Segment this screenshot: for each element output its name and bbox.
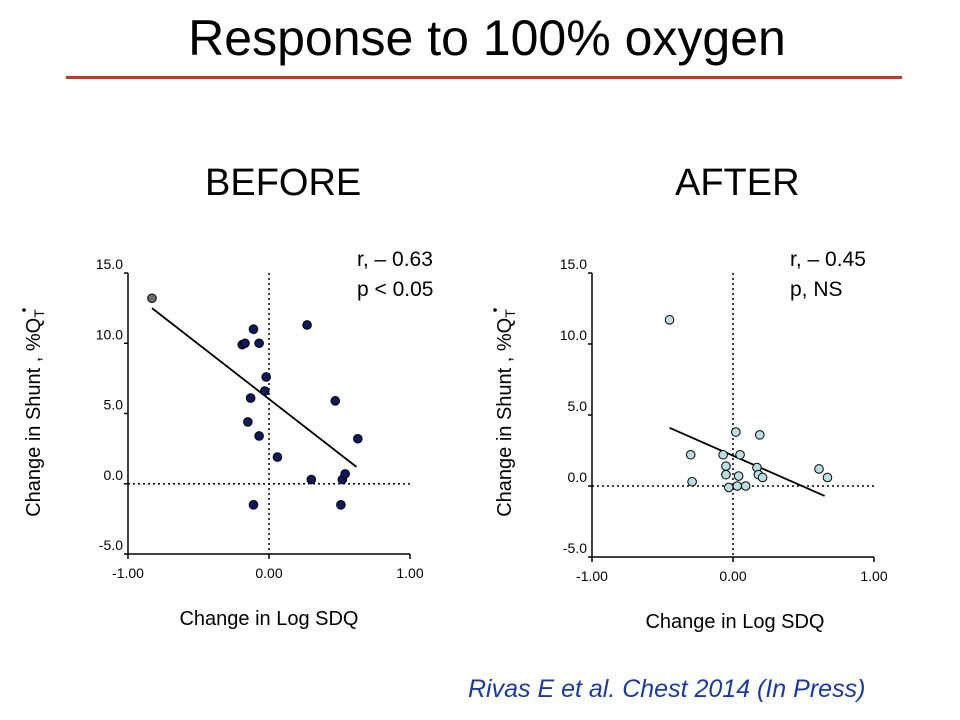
citation: Rivas E et al. Chest 2014 (In Press) (468, 675, 866, 703)
data-point (718, 449, 728, 460)
x-tick-label: -1.00 (112, 565, 144, 581)
data-point (740, 481, 751, 491)
data-point (243, 417, 253, 427)
data-point (272, 452, 283, 462)
data-point (259, 386, 270, 396)
x-axis-title: Change in Log SDQ (645, 611, 824, 633)
y-axis-title: Change in Shunt , %QT (494, 309, 518, 517)
y-tick-label: 15.0 (560, 256, 587, 272)
data-point (687, 476, 697, 487)
data-point (733, 471, 744, 481)
data-point (754, 430, 765, 440)
data-point (254, 431, 264, 441)
after-chart: 15.0 10.0 5.0 0.0 -5.0 -1.00 0.00 1.00 r, – 0.45… (493, 248, 888, 633)
data-point (721, 469, 731, 480)
y-tick-label: -5.0 (99, 537, 123, 553)
x-tick-label: 0.00 (255, 565, 282, 581)
before-chart: 15.0 10.0 5.0 0.0 -5.0 -1.00 0.00 1.00 r, – 0.63… (22, 248, 433, 630)
after-heading: AFTER (675, 162, 800, 204)
data-point (261, 372, 271, 382)
data-point (254, 338, 264, 349)
y-axis-title: Change in Shunt , %QT (23, 309, 47, 517)
data-point (330, 396, 341, 406)
data-point (306, 474, 317, 485)
data-point (723, 482, 734, 493)
correlation-annotation: r, – 0.45 (790, 248, 866, 271)
correlation-annotation: p < 0.05 (357, 278, 433, 301)
data-point (822, 472, 833, 483)
q-dot-mark (493, 308, 497, 312)
data-point (340, 469, 350, 479)
before-heading: BEFORE (205, 162, 362, 204)
data-point (731, 427, 741, 437)
x-tick-label: 1.00 (396, 565, 423, 581)
y-tick-label: -5.0 (563, 540, 587, 556)
data-point (240, 338, 250, 349)
x-axis-title: Change in Log SDQ (179, 608, 358, 630)
y-tick-label: 10.0 (96, 326, 123, 342)
slide-title: Response to 100% oxygen (188, 10, 786, 66)
regression-line (669, 426, 826, 497)
data-point (664, 315, 675, 325)
y-tick-label: 10.0 (560, 327, 587, 343)
data-point (735, 449, 745, 460)
y-tick-label: 15.0 (96, 256, 123, 272)
y-tick-label: 5.0 (568, 398, 588, 414)
highlighted-data-point (147, 293, 157, 304)
data-point (757, 472, 768, 483)
title-underline (66, 76, 902, 79)
data-point (245, 393, 256, 403)
data-point (302, 320, 312, 330)
data-point (353, 433, 363, 444)
data-point (336, 500, 346, 510)
data-point (814, 464, 824, 474)
y-tick-label: 0.0 (568, 469, 588, 485)
x-tick-label: 1.00 (860, 568, 887, 584)
data-point (248, 500, 259, 510)
data-point (248, 324, 259, 335)
data-point (732, 481, 743, 491)
x-tick-label: 0.00 (719, 568, 746, 584)
regression-line (151, 307, 357, 468)
data-point (721, 461, 731, 471)
y-tick-label: 5.0 (104, 397, 124, 413)
y-tick-label: 0.0 (104, 467, 124, 483)
data-point (685, 449, 696, 460)
q-dot-mark (22, 308, 26, 312)
correlation-annotation: p, NS (790, 278, 843, 301)
x-tick-label: -1.00 (576, 568, 608, 584)
correlation-annotation: r, – 0.63 (357, 248, 433, 271)
